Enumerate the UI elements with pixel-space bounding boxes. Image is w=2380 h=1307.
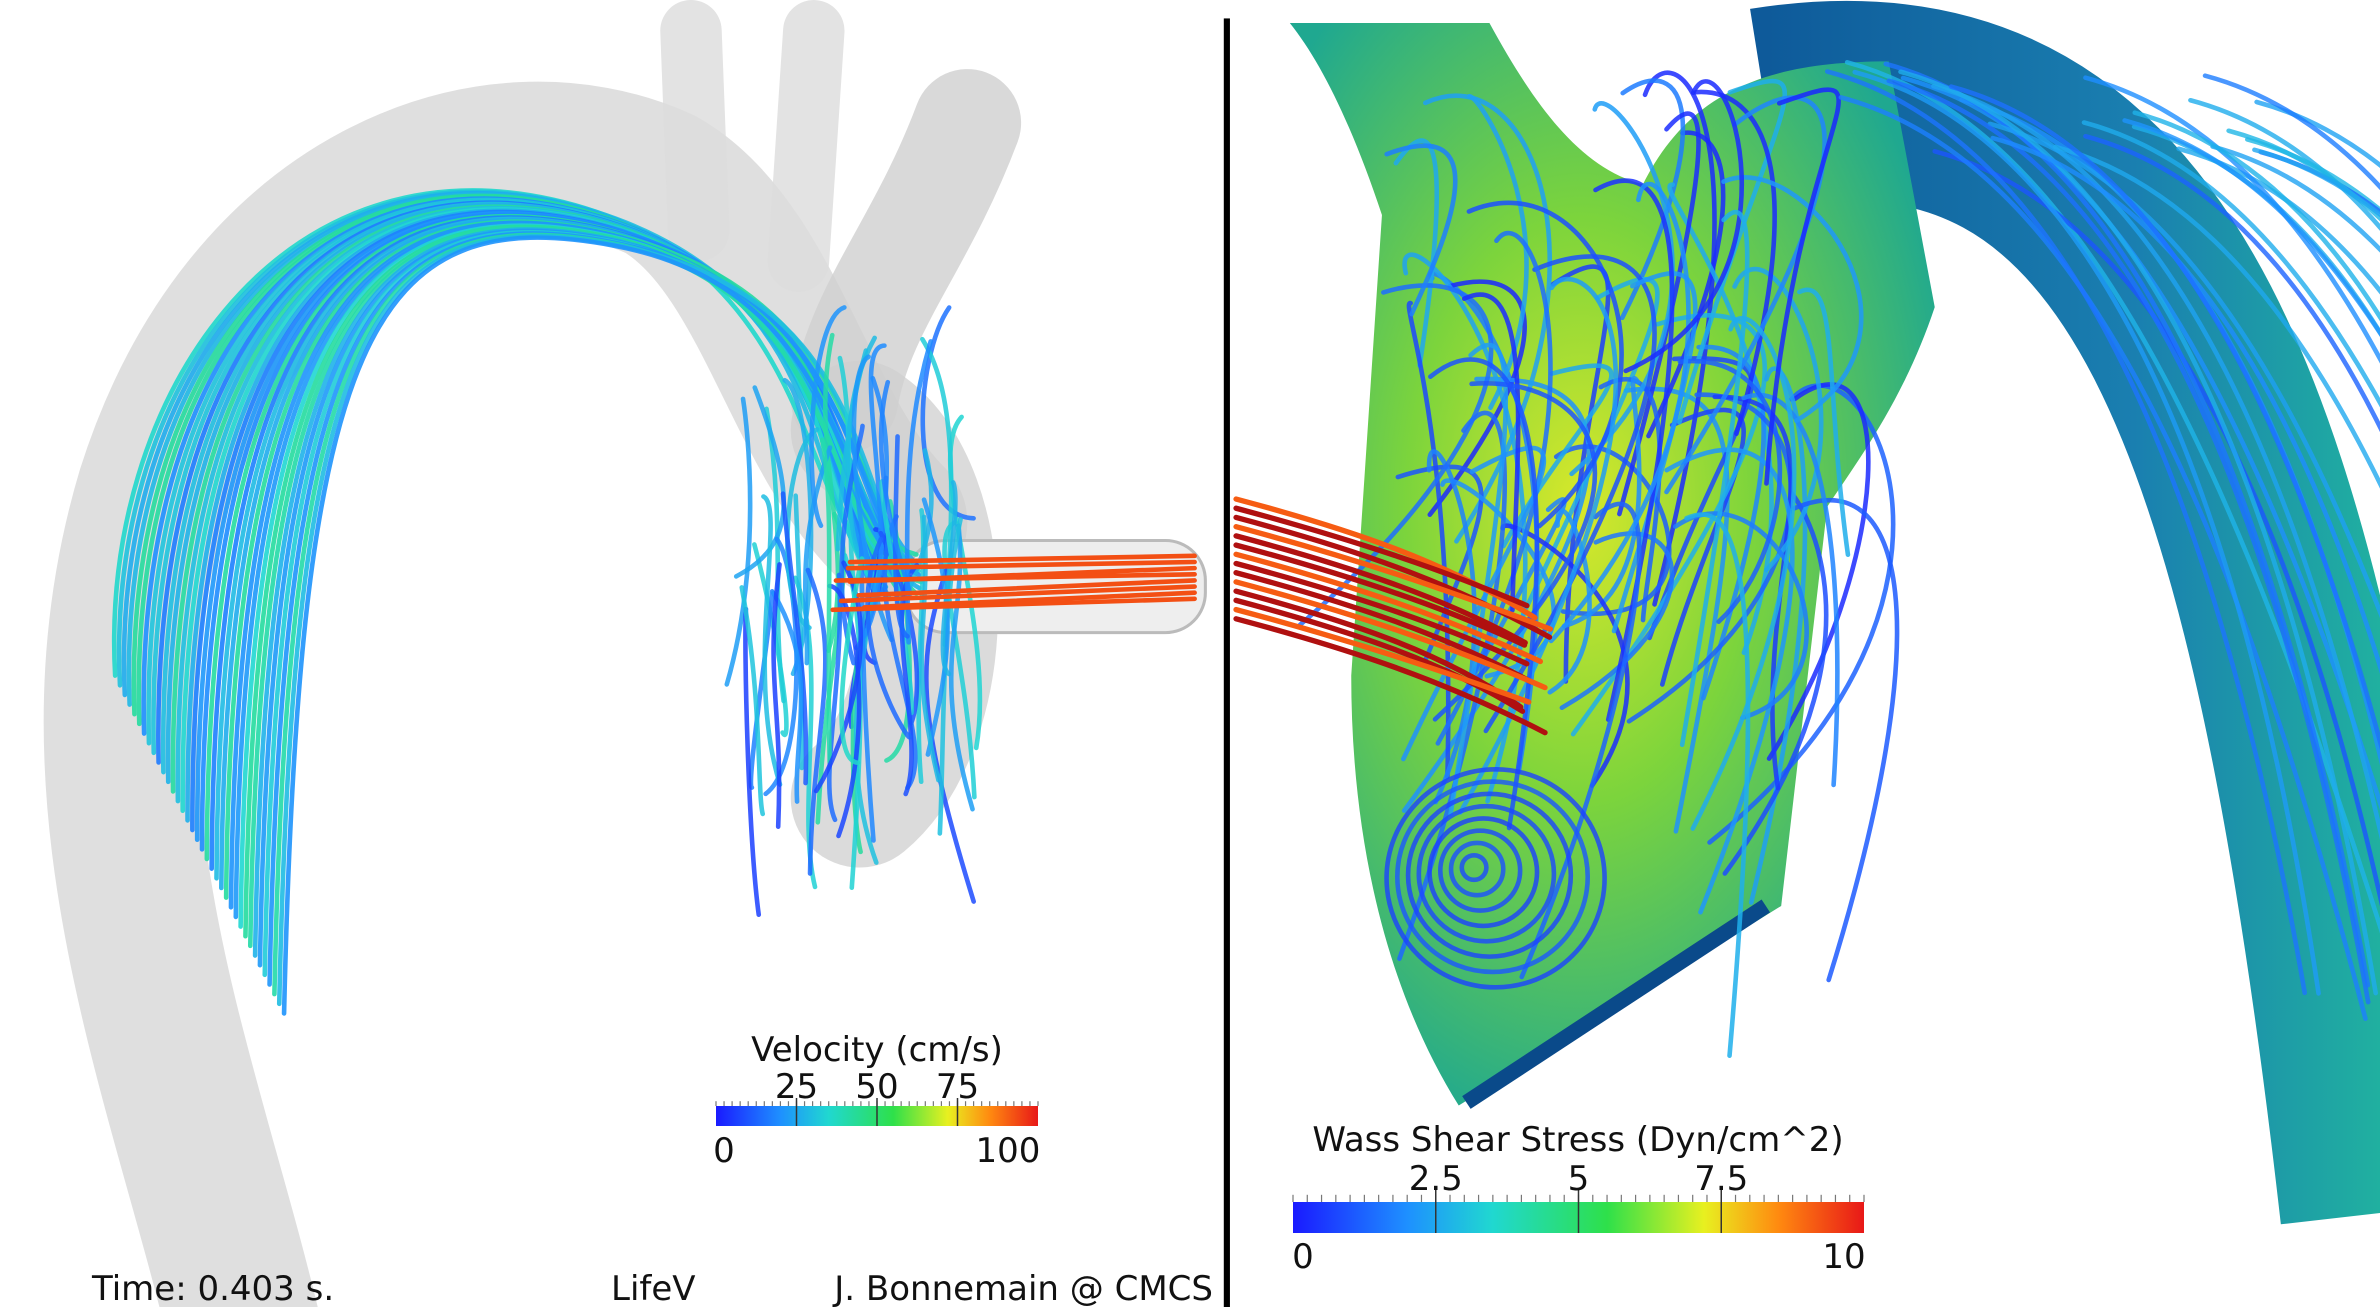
colorbar-tick-label: 25 [775,1067,818,1107]
divider [1224,18,1230,1307]
colorbar-title: Velocity (cm/s) [751,1030,1003,1070]
render [114,18,2380,1307]
colorbar-title: Wass Shear Stress (Dyn/cm^2) [1312,1120,1843,1160]
colorbar: Wass Shear Stress (Dyn/cm^2) 0 10 2.5 5 7.… [1292,1120,1865,1277]
streamlines-left [114,191,1194,1014]
branch [798,31,813,261]
page: Velocity (cm/s) 0 100 255075 Wass Shear … [0,0,2380,1307]
colorbar-tick-label: 7.5 [1694,1159,1748,1199]
credit-label: J. Bonnemain @ CMCS [832,1269,1213,1307]
colorbar-tick-label: 2.5 [1409,1159,1463,1199]
branch [691,31,699,231]
colorbar-min: 0 [713,1131,735,1171]
software-label: LifeV [611,1269,696,1307]
colorbar-max: 10 [1822,1237,1865,1277]
colorbar-tick-label: 50 [855,1067,898,1107]
colorbar-tick-label: 75 [936,1067,979,1107]
time-label: Time: 0.403 s. [91,1269,334,1307]
colorbar-max: 100 [976,1131,1041,1171]
visualization: Velocity (cm/s) 0 100 255075 Wass Shear … [0,0,2380,1307]
colorbar-tick-label: 5 [1568,1159,1590,1199]
colorbar-min: 0 [1292,1237,1314,1277]
colorbar: Velocity (cm/s) 0 100 25 50 75 [713,1030,1040,1171]
